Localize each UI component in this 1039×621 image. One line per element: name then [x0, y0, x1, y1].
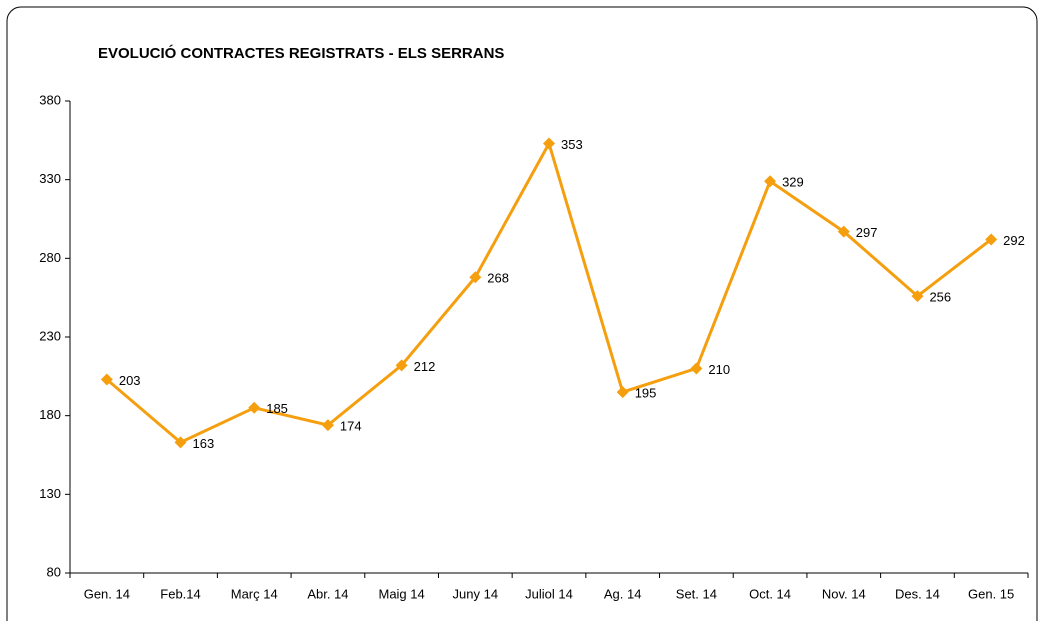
x-tick-label: Des. 14 — [895, 586, 940, 601]
x-tick-label: Ag. 14 — [604, 586, 642, 601]
y-tick-label: 230 — [39, 328, 61, 343]
x-tick-label: Abr. 14 — [307, 586, 348, 601]
x-tick-label: Feb.14 — [160, 586, 200, 601]
marker — [985, 233, 998, 246]
data-label: 268 — [487, 271, 509, 286]
marker — [100, 373, 113, 386]
marker — [395, 359, 408, 372]
data-label: 185 — [266, 401, 288, 416]
x-tick-label: Juny 14 — [453, 586, 499, 601]
data-label: 195 — [635, 386, 657, 401]
data-label: 174 — [340, 419, 362, 434]
marker — [764, 175, 777, 188]
y-tick-label: 130 — [39, 486, 61, 501]
data-label: 210 — [708, 362, 730, 377]
data-label: 203 — [119, 373, 141, 388]
data-label: 256 — [929, 290, 951, 305]
y-tick-label: 180 — [39, 407, 61, 422]
marker — [911, 290, 924, 303]
data-label: 297 — [856, 225, 878, 240]
x-tick-label: Juliol 14 — [525, 586, 573, 601]
y-tick-label: 280 — [39, 250, 61, 265]
data-label: 163 — [193, 436, 215, 451]
x-tick-label: Gen. 14 — [84, 586, 130, 601]
y-tick-label: 80 — [47, 564, 61, 579]
x-tick-label: Nov. 14 — [822, 586, 866, 601]
data-label: 329 — [782, 175, 804, 190]
x-tick-label: Maig 14 — [378, 586, 424, 601]
chart-frame — [6, 6, 1038, 621]
marker — [248, 401, 261, 414]
data-label: 353 — [561, 137, 583, 152]
marker — [837, 225, 850, 238]
x-tick-label: Gen. 15 — [968, 586, 1014, 601]
y-tick-label: 330 — [39, 171, 61, 186]
marker — [174, 436, 187, 449]
x-tick-label: Març 14 — [231, 586, 278, 601]
x-tick-label: Set. 14 — [676, 586, 717, 601]
data-label: 212 — [414, 359, 436, 374]
marker — [469, 271, 482, 284]
marker — [616, 386, 629, 399]
marker — [543, 137, 555, 150]
chart-title: EVOLUCIÓ CONTRACTES REGISTRATS - ELS SER… — [98, 44, 504, 62]
x-tick-label: Oct. 14 — [749, 586, 791, 601]
marker — [690, 362, 703, 375]
y-tick-label: 380 — [39, 92, 61, 107]
data-label: 292 — [1003, 233, 1025, 248]
marker — [321, 419, 334, 432]
